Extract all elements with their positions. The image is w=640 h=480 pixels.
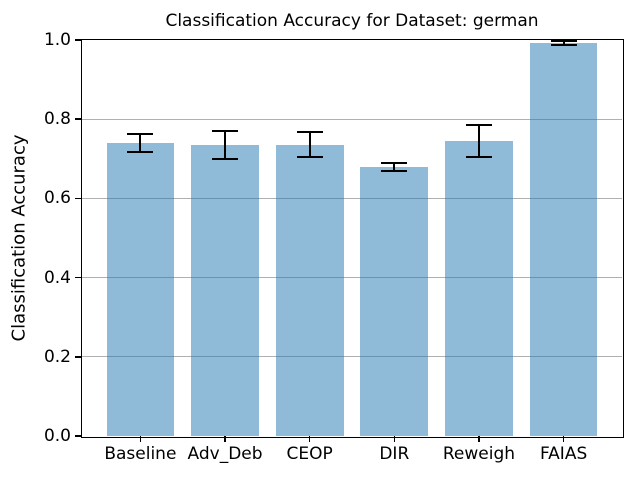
bar-adv_deb [191, 144, 259, 436]
y-tick [75, 435, 81, 437]
error-bar-cap [127, 150, 154, 153]
x-tick-label-adv_deb: Adv_Deb [187, 444, 263, 464]
x-tick-label-ceop: CEOP [286, 444, 333, 464]
bar-baseline [106, 142, 175, 436]
y-tick [75, 118, 81, 120]
y-tick [75, 197, 81, 200]
error-bar [224, 131, 227, 159]
plot-area [82, 39, 622, 436]
x-tick-label-dir: DIR [379, 444, 410, 464]
error-bar-cap [381, 161, 408, 164]
x-tick-label-faias: FAIAS [539, 444, 588, 464]
x-tick [139, 436, 142, 442]
y-tick-label: 0.8 [43, 109, 71, 130]
error-bar [562, 40, 565, 45]
y-tick-label: 1.0 [43, 30, 71, 50]
y-gridline [82, 276, 622, 279]
error-bar-cap [296, 131, 323, 134]
chart-title: Classification Accuracy for Dataset: ger… [165, 11, 539, 31]
bar-reweigh [445, 140, 513, 436]
x-tick [562, 436, 565, 442]
y-tick [75, 276, 81, 279]
y-gridline [82, 118, 622, 120]
y-tick [75, 356, 81, 358]
error-bar-cap [550, 43, 577, 46]
error-bar [139, 134, 142, 152]
bar-faias [529, 42, 598, 436]
bar-dir [360, 166, 429, 436]
y-gridline [82, 197, 622, 200]
error-bar-cap [296, 155, 323, 158]
y-tick [75, 39, 81, 41]
error-bar-cap [550, 39, 577, 42]
error-bar-cap [127, 133, 154, 136]
y-tick-label: 0.4 [43, 267, 71, 288]
y-axis-title: Classification Accuracy [8, 134, 30, 342]
error-bar-cap [212, 157, 239, 160]
error-bar [393, 162, 396, 171]
error-bar-cap [465, 156, 492, 159]
x-tick-label-reweigh: Reweigh [442, 444, 516, 464]
x-tick [393, 436, 396, 442]
error-bar [308, 132, 311, 157]
error-bar-cap [212, 130, 239, 133]
error-bar [477, 124, 480, 158]
x-tick [478, 436, 480, 442]
bar-ceop [275, 144, 344, 436]
x-tick [224, 436, 226, 442]
y-tick-label: 0.6 [43, 188, 71, 209]
x-tick-label-baseline: Baseline [104, 444, 177, 464]
y-gridline [82, 356, 622, 358]
error-bar-cap [381, 169, 408, 172]
error-bar-cap [465, 123, 492, 126]
y-tick-label: 0.2 [43, 346, 71, 367]
y-tick-label: 0.0 [43, 426, 71, 446]
x-tick [308, 436, 311, 442]
